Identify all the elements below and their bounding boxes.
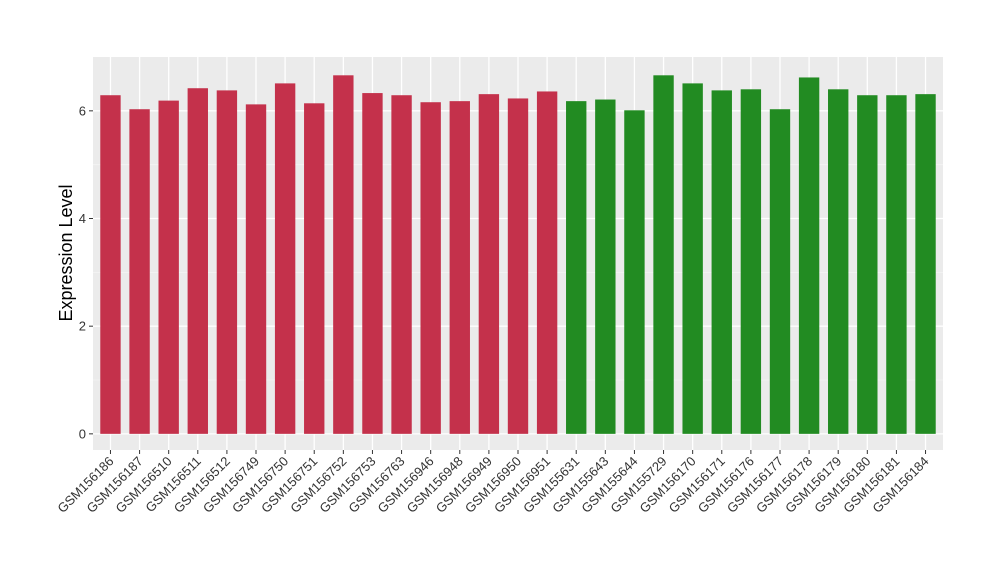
bar-GSM156176	[740, 89, 762, 434]
bar-GSM156752	[333, 75, 354, 434]
bar-GSM156949	[478, 94, 500, 434]
bar-GSM155631	[566, 101, 587, 434]
bar-GSM156186	[100, 95, 121, 434]
bar-GSM156511	[187, 88, 208, 434]
y-tick-label: 0	[79, 426, 86, 441]
bar-GSM156180	[857, 95, 878, 434]
bar-GSM156753	[362, 93, 383, 434]
bar-GSM156170	[682, 83, 703, 434]
bar-GSM156187	[129, 109, 150, 434]
bar-GSM156950	[507, 98, 529, 434]
bar-GSM156171	[711, 90, 732, 434]
bar-GSM155643	[595, 99, 616, 434]
x-axis: GSM156186GSM156187GSM156510GSM156511GSM1…	[54, 450, 932, 516]
bar-GSM156946	[420, 102, 441, 434]
bar-GSM155729	[653, 75, 674, 434]
bar-GSM156951	[536, 91, 558, 434]
bars	[100, 75, 936, 434]
bar-GSM156178	[798, 77, 820, 434]
y-tick-label: 4	[79, 211, 86, 226]
bar-GSM156512	[216, 90, 238, 434]
bar-GSM156179	[828, 89, 849, 434]
bar-GSM156184	[915, 94, 936, 434]
y-tick-label: 6	[79, 103, 86, 118]
bar-GSM156948	[449, 101, 470, 434]
y-axis-title: Expression Level	[56, 184, 76, 321]
y-axis: 0 2 4 6	[79, 103, 93, 441]
bar-GSM156763	[391, 95, 412, 434]
bar-GSM155644	[624, 110, 645, 434]
bar-GSM156751	[304, 103, 325, 434]
bar-GSM156181	[886, 95, 907, 434]
bar-GSM156749	[245, 104, 267, 434]
y-tick-label: 2	[79, 319, 86, 334]
bar-GSM156510	[158, 100, 179, 434]
bar-GSM156750	[274, 83, 296, 434]
bar-GSM156177	[769, 109, 791, 434]
